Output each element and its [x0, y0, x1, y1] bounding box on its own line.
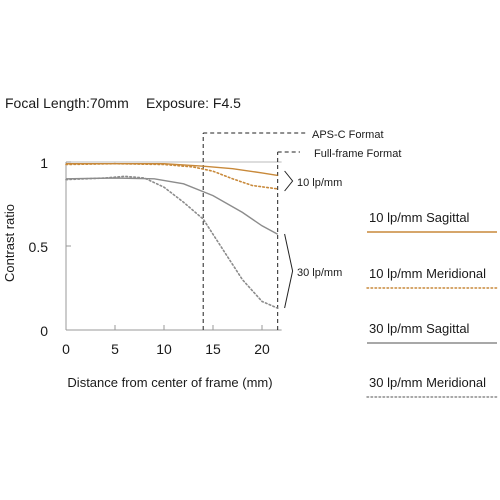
bracket-30lp — [284, 233, 294, 309]
legend-label-3: 30 lp/mm Sagittal — [369, 321, 470, 336]
legend: 10 lp/mm Sagittal 10 lp/mm Meridional 30 l… — [366, 210, 498, 398]
series-line-4 — [65, 175, 279, 309]
x-tick-label: 0 — [62, 341, 70, 357]
bracket-10lp — [284, 170, 294, 192]
series-line-3 — [65, 177, 279, 235]
series-line-2 — [65, 162, 279, 190]
y-axis-label: Contrast ratio — [2, 204, 17, 282]
y-tick-label: 1 — [40, 155, 48, 171]
legend-label-2: 10 lp/mm Meridional — [369, 266, 486, 281]
group-label-30lp: 30 lp/mm — [297, 267, 342, 279]
x-tick-label: 15 — [205, 341, 221, 357]
x-tick-label: 10 — [156, 341, 172, 357]
y-tick-label: 0.5 — [29, 239, 49, 255]
legend-label-4: 30 lp/mm Meridional — [369, 375, 486, 390]
legend-label-1: 10 lp/mm Sagittal — [369, 210, 470, 225]
plot-area: 0 5 10 15 20 0 0.5 1 APS-C Format Full-frame Form… — [29, 129, 402, 357]
x-tick-label: 20 — [254, 341, 270, 357]
focal-length-label: Focal Length:70mm — [5, 95, 129, 111]
aps-c-format-label: APS-C Format — [312, 129, 384, 141]
x-tick-label: 5 — [111, 341, 119, 357]
full-frame-format-label: Full-frame Format — [314, 148, 401, 160]
x-axis-label: Distance from center of frame (mm) — [67, 375, 272, 390]
exposure-label: Exposure: F4.5 — [146, 95, 241, 111]
y-tick-label: 0 — [40, 323, 48, 339]
group-label-10lp: 10 lp/mm — [297, 177, 342, 189]
